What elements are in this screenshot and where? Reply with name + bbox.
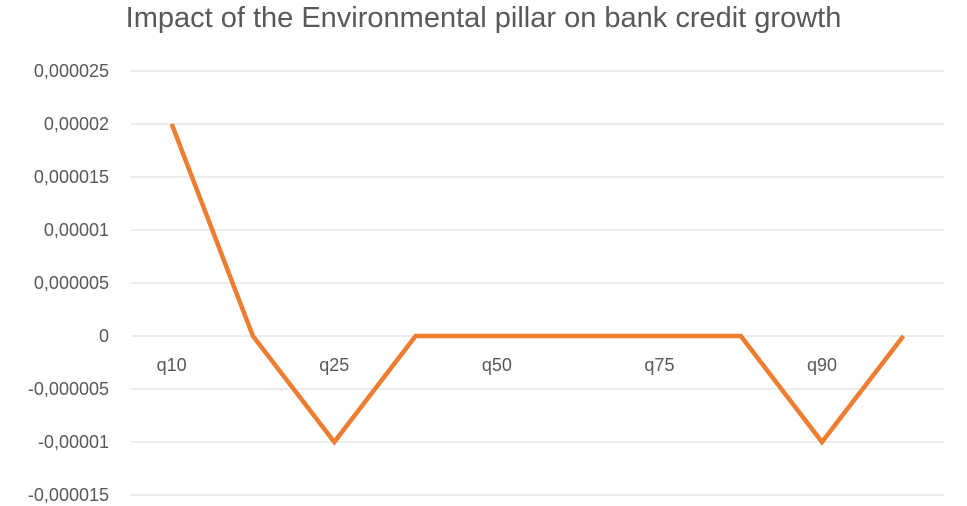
series-layer — [169, 123, 906, 446]
y-tick-label: 0,000005 — [34, 273, 109, 293]
y-tick-label: -0,000005 — [28, 379, 109, 399]
x-tick-label: q10 — [157, 355, 187, 375]
x-tick-label: q90 — [807, 355, 837, 375]
y-tick-label: 0,000025 — [34, 61, 109, 81]
series-line — [169, 123, 906, 446]
gridlines — [131, 70, 944, 496]
y-tick-label: 0,00002 — [44, 114, 109, 134]
x-tick-label: q75 — [644, 355, 674, 375]
y-tick-label: 0,00001 — [44, 220, 109, 240]
x-tick-label: q50 — [482, 355, 512, 375]
y-tick-label: 0,000015 — [34, 167, 109, 187]
chart-title: Impact of the Environmental pillar on ba… — [125, 2, 842, 34]
x-axis-tick-labels: q10 q25 q50 q75 q90 — [157, 355, 837, 375]
y-tick-label: -0,000015 — [28, 485, 109, 505]
x-tick-label: q25 — [319, 355, 349, 375]
y-tick-label: -0,00001 — [38, 432, 109, 452]
y-tick-label: 0 — [99, 326, 109, 346]
y-axis-tick-labels: 0,000025 0,00002 0,000015 0,00001 0,000005 0 -… — [28, 61, 109, 505]
